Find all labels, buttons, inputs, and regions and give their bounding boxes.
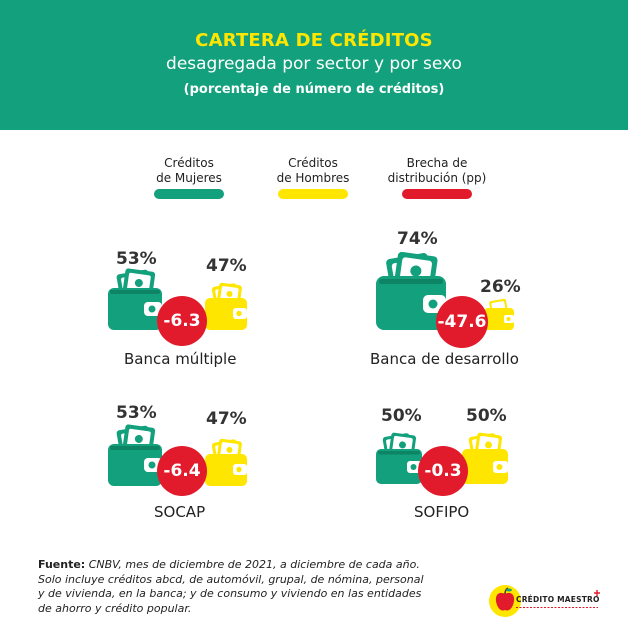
legend-label-mujeres-1: Créditos (164, 156, 214, 170)
value-mujeres-sofipo: 50% (381, 406, 422, 426)
sector-label-socap: SOCAP (154, 503, 206, 521)
footnote-note: Solo incluye créditos abcd, de automóvil… (38, 572, 424, 615)
chart-subtitle: desagregada por sector y por sexo (166, 54, 462, 74)
logo-text: CRÉDITO MAESTRO (516, 595, 600, 604)
value-hombres-banca-desarrollo: 26% (480, 277, 521, 297)
value-mujeres-banca-multiple: 53% (116, 249, 157, 269)
badge-brecha-banca-desarrollo: -47.6 (436, 296, 488, 348)
logo-underline (516, 607, 598, 608)
chart-unit: (porcentaje de número de créditos) (183, 82, 445, 97)
footnote: Fuente: CNBV, mes de diciembre de 2021, … (38, 558, 428, 616)
legend-item-mujeres: Créditos de Mujeres (124, 156, 254, 186)
logo-plus-icon (594, 590, 600, 596)
value-mujeres-socap: 53% (116, 403, 157, 423)
legend-item-brecha: Brecha de distribución (pp) (372, 156, 502, 186)
apple-logo-icon (489, 585, 521, 617)
sector-label-sofipo: SOFIPO (414, 503, 470, 521)
badge-brecha-banca-multiple: -6.3 (157, 296, 207, 346)
value-hombres-sofipo: 50% (466, 406, 507, 426)
header-banner: CARTERA DE CRÉDITOS desagregada por sect… (0, 0, 628, 130)
badge-brecha-socap: -6.4 (157, 446, 207, 496)
legend-label-brecha-2: distribución (pp) (387, 171, 487, 185)
legend-label-brecha-1: Brecha de (406, 156, 468, 170)
sector-label-banca-multiple: Banca múltiple (124, 350, 237, 368)
wallet-icon-hombres (205, 438, 247, 486)
wallet-icon-hombres (484, 298, 514, 330)
chart-title: CARTERA DE CRÉDITOS (195, 30, 433, 51)
wallet-icon-hombres (462, 432, 508, 484)
wallet-icon-mujeres (376, 252, 446, 330)
wallet-icon-hombres (205, 282, 247, 330)
legend-swatch-mujeres (154, 189, 224, 199)
value-hombres-banca-multiple: 47% (206, 256, 247, 276)
brand-logo: CRÉDITO MAESTRO (488, 582, 600, 618)
wallet-icon-mujeres (108, 424, 162, 486)
legend-item-hombres: Créditos de Hombres (248, 156, 378, 186)
legend-swatch-hombres (278, 189, 348, 199)
value-hombres-socap: 47% (206, 409, 247, 429)
legend-label-mujeres-2: de Mujeres (156, 171, 222, 185)
legend-swatch-brecha (402, 189, 472, 199)
sector-label-banca-desarrollo: Banca de desarrollo (370, 350, 519, 368)
wallet-icon-mujeres (108, 268, 162, 330)
footnote-source: CNBV, mes de diciembre de 2021, a diciem… (85, 558, 420, 571)
badge-brecha-sofipo: -0.3 (418, 446, 468, 496)
legend-label-hombres-2: de Hombres (276, 171, 350, 185)
footnote-label: Fuente: (38, 558, 86, 571)
value-mujeres-banca-desarrollo: 74% (397, 229, 438, 249)
legend-label-hombres-1: Créditos (288, 156, 338, 170)
wallet-icon-mujeres (376, 432, 422, 484)
